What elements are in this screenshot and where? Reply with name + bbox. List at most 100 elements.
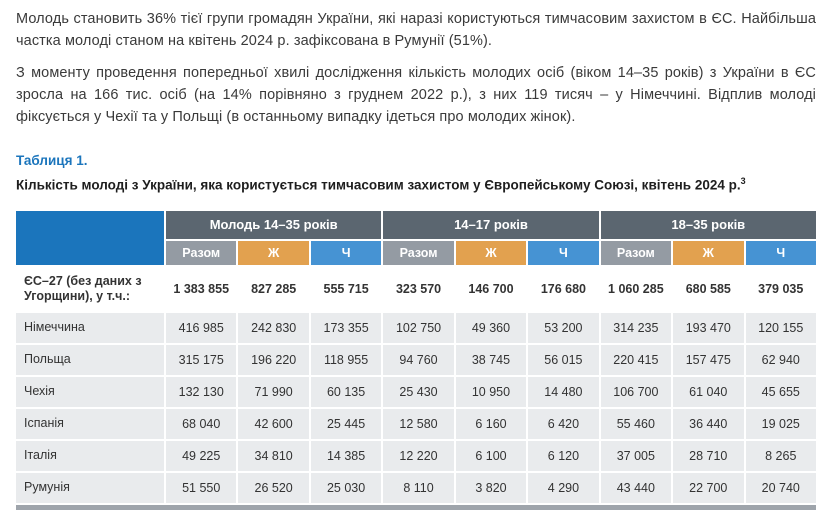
footnote-marker: 3 (740, 176, 746, 186)
table-country-row: Німеччина 416 985 242 830 173 355 102 750 49 … (16, 312, 816, 343)
subheader-male-1: Ч (310, 240, 382, 265)
subheader-female-2: Ж (455, 240, 527, 265)
data-cell: 8 110 (383, 472, 454, 503)
data-cell: 20 740 (745, 472, 816, 503)
data-cell: 193 470 (673, 312, 744, 343)
data-cell: 38 745 (455, 344, 527, 375)
subheader-total-1: Разом (166, 240, 237, 265)
subheader-female-1: Ж (238, 240, 309, 265)
data-cell: 680 585 (673, 266, 744, 311)
data-cell: 25 430 (383, 376, 454, 407)
table-caption-text: Кількість молоді з України, яка користує… (16, 177, 741, 193)
data-cell: 55 460 (600, 408, 672, 439)
data-cell: 43 440 (600, 472, 672, 503)
table-country-row: Чехія 132 130 71 990 60 135 25 430 10 950 14 4… (16, 376, 816, 407)
row-label: ЄС–27 (без даних з Угорщини), у т.ч.: (16, 266, 164, 311)
row-label: Чехія (16, 376, 164, 407)
row-label: Румунія (16, 472, 164, 503)
data-cell: 220 415 (600, 344, 672, 375)
data-cell: 19 025 (745, 408, 816, 439)
data-cell: 60 135 (310, 376, 382, 407)
data-cell: 242 830 (238, 312, 309, 343)
subheader-total-3: Разом (600, 240, 672, 265)
data-cell: 12 220 (383, 440, 454, 471)
data-cell: 25 030 (310, 472, 382, 503)
data-cell: 315 175 (166, 344, 237, 375)
data-cell: 146 700 (455, 266, 527, 311)
table-country-row: Румунія 51 550 26 520 25 030 8 110 3 820 4 290… (16, 472, 816, 503)
row-label: Іспанія (16, 408, 164, 439)
data-cell: 102 750 (383, 312, 454, 343)
data-cell: 323 570 (383, 266, 454, 311)
data-cell: 12 580 (383, 408, 454, 439)
data-cell: 49 225 (166, 440, 237, 471)
data-cell: 61 040 (673, 376, 744, 407)
data-cell: 173 355 (310, 312, 382, 343)
data-cell: 62 940 (745, 344, 816, 375)
data-cell: 14 385 (310, 440, 382, 471)
data-cell: 34 810 (238, 440, 309, 471)
data-cell: 42 600 (238, 408, 309, 439)
youth-protection-table: Молодь 14–35 років 14–17 років 18–35 рок… (14, 209, 818, 505)
data-cell: 106 700 (600, 376, 672, 407)
data-cell: 120 155 (745, 312, 816, 343)
data-cell: 25 445 (310, 408, 382, 439)
row-label: Польща (16, 344, 164, 375)
data-cell: 6 100 (455, 440, 527, 471)
subheader-total-2: Разом (383, 240, 454, 265)
data-cell: 68 040 (166, 408, 237, 439)
table-total-row: ЄС–27 (без даних з Угорщини), у т.ч.: 1 3… (16, 266, 816, 311)
data-cell: 36 440 (673, 408, 744, 439)
group-header-14-17: 14–17 років (383, 210, 599, 239)
table-country-row: Польща 315 175 196 220 118 955 94 760 38 745 5… (16, 344, 816, 375)
table-corner-cell (16, 210, 164, 265)
table-country-row: Італія 49 225 34 810 14 385 12 220 6 100 6 120… (16, 440, 816, 471)
data-cell: 37 005 (600, 440, 672, 471)
data-cell: 6 420 (528, 408, 599, 439)
group-header-18-35: 18–35 років (600, 210, 816, 239)
data-cell: 94 760 (383, 344, 454, 375)
row-label: Німеччина (16, 312, 164, 343)
data-cell: 26 520 (238, 472, 309, 503)
data-cell: 28 710 (673, 440, 744, 471)
data-cell: 6 120 (528, 440, 599, 471)
data-cell: 157 475 (673, 344, 744, 375)
next-row-partial (16, 504, 816, 510)
data-cell: 314 235 (600, 312, 672, 343)
data-cell: 196 220 (238, 344, 309, 375)
subheader-female-3: Ж (673, 240, 744, 265)
data-cell: 51 550 (166, 472, 237, 503)
data-cell: 8 265 (745, 440, 816, 471)
data-cell: 45 655 (745, 376, 816, 407)
paragraph-growth-trend: З моменту проведення попередньої хвилі д… (16, 65, 816, 125)
data-cell: 49 360 (455, 312, 527, 343)
subheader-male-3: Ч (745, 240, 816, 265)
data-cell: 71 990 (238, 376, 309, 407)
group-header-youth-14-35: Молодь 14–35 років (166, 210, 382, 239)
row-label: Італія (16, 440, 164, 471)
data-cell: 10 950 (455, 376, 527, 407)
data-cell: 555 715 (310, 266, 382, 311)
subheader-male-2: Ч (528, 240, 599, 265)
table-country-row: Іспанія 68 040 42 600 25 445 12 580 6 160 6 42… (16, 408, 816, 439)
data-cell: 379 035 (745, 266, 816, 311)
subheader-row: Разом Ж Ч Разом Ж Ч Разом Ж Ч (16, 240, 816, 265)
data-cell: 56 015 (528, 344, 599, 375)
table-number-label: Таблиця 1. (16, 153, 88, 168)
data-cell: 132 130 (166, 376, 237, 407)
data-cell: 1 383 855 (166, 266, 237, 311)
data-cell: 53 200 (528, 312, 599, 343)
group-header-row: Молодь 14–35 років 14–17 років 18–35 рок… (16, 210, 816, 265)
data-cell: 6 160 (455, 408, 527, 439)
data-cell: 22 700 (673, 472, 744, 503)
data-cell: 827 285 (238, 266, 309, 311)
table-caption: Кількість молоді з України, яка користує… (16, 172, 816, 195)
data-cell: 118 955 (310, 344, 382, 375)
paragraph-youth-share: Молодь становить 36% тієї групи громадян… (16, 11, 816, 49)
data-cell: 4 290 (528, 472, 599, 503)
data-cell: 416 985 (166, 312, 237, 343)
data-cell: 14 480 (528, 376, 599, 407)
data-cell: 3 820 (455, 472, 527, 503)
data-cell: 176 680 (528, 266, 599, 311)
